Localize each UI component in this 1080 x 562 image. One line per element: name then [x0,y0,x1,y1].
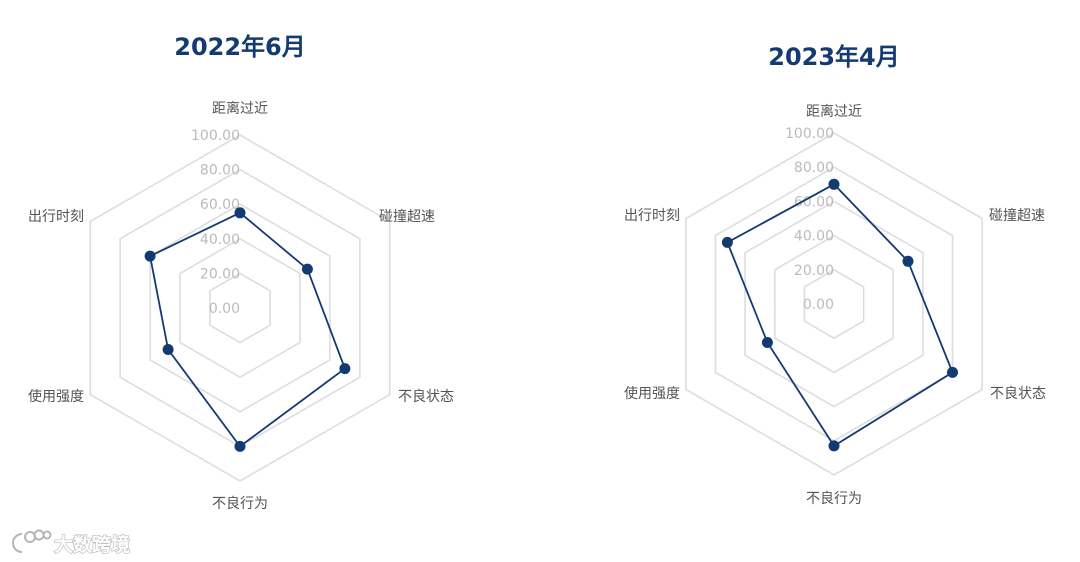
radar-chart-2022-06: 0.00 20.00 40.00 60.00 80.00 100.00 距离过近碰撞超速不良… [28,33,454,512]
series-point-5 [721,236,733,248]
tick-label-1: 20.00 [794,263,834,279]
series-point-1 [301,263,313,275]
grid-ring-2 [773,234,895,374]
axis-label-1: 碰撞超速 [379,209,435,225]
watermark: 大数跨境 [12,529,131,557]
grid-ring-5 [89,134,391,482]
axis-label-4: 使用强度 [28,388,84,405]
chart-title: 2023年4月 [768,43,900,71]
grid-ring-2 [179,237,301,379]
tick-label-4: 80.00 [200,163,240,179]
axis-label-2: 不良状态 [398,389,454,405]
tick-label-0: 0.00 [209,301,240,317]
tick-label-3: 60.00 [200,197,240,213]
series-point-2 [947,366,958,378]
series-point-3 [828,440,840,452]
grid-ring-3 [744,200,924,408]
axis-label-1: 碰撞超速 [989,208,1045,224]
cloud-logo-icon [12,529,52,553]
chart-title: 2022年6月 [174,33,306,61]
axis-label-0: 距离过近 [212,100,268,117]
series-point-1 [902,255,914,267]
tick-label-1: 20.00 [200,266,240,282]
axis-label-0: 距离过近 [806,103,862,120]
grid-ring-1 [803,268,865,340]
tick-label-2: 40.00 [794,229,834,245]
grid-ring-1 [209,272,271,344]
tick-label-0: 0.00 [803,297,834,313]
radar-chart-2023-04: 0.00 20.00 40.00 60.00 80.00 100.00 距离过近碰撞超速不良… [624,43,1046,507]
series-point-0 [234,207,246,219]
axis-label-5: 出行时刻 [28,209,84,225]
axis-label-4: 使用强度 [624,385,680,402]
series-point-5 [144,250,156,262]
series-point-4 [162,344,174,355]
tick-label-3: 60.00 [794,194,834,210]
series-point-3 [234,440,246,452]
series-point-4 [761,337,773,348]
grid-ring-5 [685,132,983,476]
tick-label-5: 100.00 [191,128,240,144]
watermark-text: 大数跨境 [54,533,130,556]
axis-label-3: 不良行为 [212,496,268,512]
axis-label-2: 不良状态 [990,386,1046,402]
series-point-2 [339,363,351,375]
tick-label-4: 80.00 [794,160,834,176]
series-point-0 [828,178,840,190]
axis-label-3: 不良行为 [806,491,862,507]
axis-label-5: 出行时刻 [624,208,680,224]
tick-label-5: 100.00 [785,126,834,142]
series-line [726,183,954,448]
tick-label-2: 40.00 [200,232,240,248]
grid-ring-3 [149,203,331,413]
